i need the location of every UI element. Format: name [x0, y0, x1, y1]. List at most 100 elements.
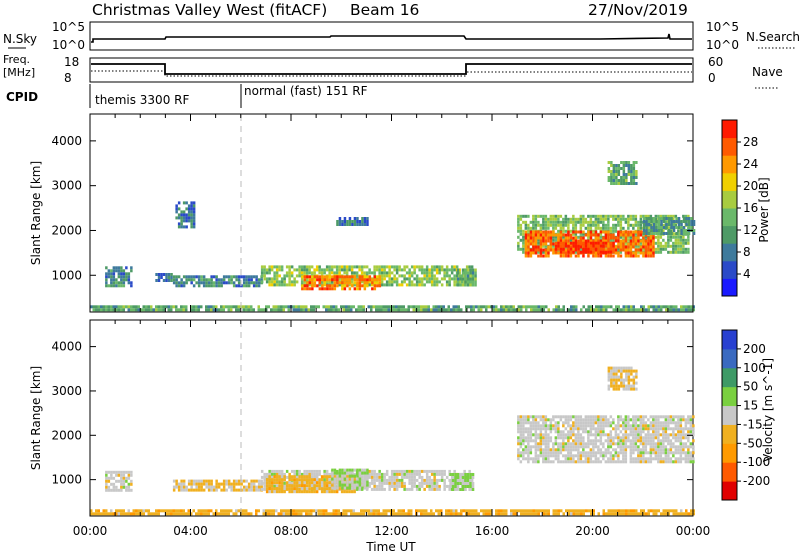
heatmap-cell: [670, 305, 673, 309]
heatmap-cell: [682, 457, 685, 461]
heatmap-cell: [559, 418, 563, 422]
heatmap-cell: [574, 250, 578, 254]
heatmap-cell: [540, 308, 543, 312]
heatmap-cell: [669, 433, 673, 437]
heatmap-cell: [617, 454, 620, 458]
heatmap-cell: [257, 482, 261, 486]
heatmap-cell: [290, 469, 294, 473]
heatmap-cell: [669, 214, 673, 218]
heatmap-cell: [420, 280, 424, 284]
heatmap-cell: [564, 415, 568, 419]
heatmap-cell: [302, 305, 305, 309]
heatmap-cell: [627, 375, 631, 379]
heatmap-cell: [333, 486, 337, 490]
heatmap-cell: [557, 454, 560, 458]
heatmap-cell: [255, 485, 258, 489]
heatmap-cell: [620, 369, 623, 373]
heatmap-cell: [549, 451, 553, 455]
heatmap-cell: [529, 248, 533, 252]
heatmap-cell: [400, 274, 404, 278]
heatmap-cell: [360, 478, 364, 482]
heatmap-cell: [433, 268, 436, 272]
heatmap-cell: [197, 479, 201, 483]
heatmap-cell: [348, 483, 352, 487]
heatmap-cell: [574, 421, 578, 425]
heatmap-cell: [370, 308, 373, 312]
heatmap-cell: [177, 509, 180, 513]
heatmap-cell: [277, 512, 280, 516]
heatmap-cell: [640, 305, 643, 309]
heatmap-cell: [165, 305, 168, 309]
heatmap-cell: [562, 220, 565, 224]
heatmap-cell: [659, 427, 663, 431]
heatmap-cell: [529, 236, 533, 240]
heatmap-cell: [321, 278, 324, 282]
heatmap-cell: [105, 473, 108, 477]
heatmap-cell: [649, 251, 653, 255]
heatmap-cell: [425, 308, 428, 312]
heatmap-cell: [582, 230, 585, 234]
heatmap-cell: [400, 280, 404, 284]
heatmap-cell: [642, 254, 645, 258]
heatmap-cell: [627, 245, 630, 249]
heatmap-cell: [278, 478, 281, 482]
heatmap-cell: [388, 280, 391, 284]
heatmap-cell: [607, 439, 610, 443]
heatmap-cell: [627, 251, 630, 255]
heatmap-cell: [373, 472, 376, 476]
heatmap-cell: [278, 484, 281, 488]
heatmap-cell: [320, 268, 324, 272]
heatmap-cell: [660, 232, 663, 235]
heatmap-cell: [270, 265, 274, 269]
heatmap-cell: [336, 220, 339, 223]
heatmap-cell: [534, 217, 538, 221]
heatmap-cell: [378, 278, 382, 282]
heatmap-cell: [517, 448, 520, 452]
heatmap-cell: [222, 482, 226, 486]
heatmap-cell: [597, 451, 600, 455]
heatmap-cell: [323, 478, 326, 482]
heatmap-cell: [305, 469, 309, 473]
heatmap-cell: [627, 242, 630, 246]
heatmap-cell: [120, 509, 123, 513]
heatmap-cell: [544, 445, 548, 449]
heatmap-cell: [544, 418, 548, 422]
heatmap-cell: [617, 305, 620, 309]
heatmap-cell: [617, 424, 620, 428]
heatmap-cell: [532, 433, 535, 437]
heatmap-cell: [669, 229, 673, 233]
heatmap-cell: [464, 277, 467, 281]
heatmap-cell: [519, 439, 523, 443]
heatmap-cell: [607, 372, 611, 376]
heatmap-cell: [622, 214, 625, 218]
heatmap-cell: [330, 280, 334, 284]
heatmap-cell: [270, 475, 274, 479]
heatmap-cell: [589, 223, 593, 227]
heatmap-cell: [582, 448, 585, 452]
heatmap-cell: [690, 223, 693, 226]
heatmap-cell: [517, 214, 520, 218]
heatmap-cell: [594, 247, 598, 251]
heatmap-cell: [574, 439, 578, 443]
heatmap-cell: [629, 454, 633, 458]
heatmap-cell: [567, 226, 570, 230]
heatmap-cell: [657, 460, 660, 464]
heatmap-cell: [215, 308, 218, 312]
heatmap-cell: [534, 418, 538, 422]
heatmap-cell: [660, 223, 663, 226]
heatmap-cell: [135, 509, 138, 513]
heatmap-cell: [657, 214, 660, 218]
heatmap-cell: [665, 308, 668, 312]
heatmap-cell: [607, 214, 610, 218]
heatmap-cell: [235, 305, 238, 309]
heatmap-cell: [665, 226, 668, 229]
heatmap-cell: [461, 479, 465, 482]
heatmap-cell: [407, 308, 410, 312]
heatmap-cell: [375, 478, 379, 482]
heatmap-cell: [642, 214, 645, 218]
heatmap-cell: [664, 436, 668, 440]
heatmap-cell: [642, 436, 645, 440]
heatmap-region: [517, 415, 695, 464]
heatmap-cell: [619, 223, 623, 227]
heatmap-cell: [373, 275, 377, 279]
